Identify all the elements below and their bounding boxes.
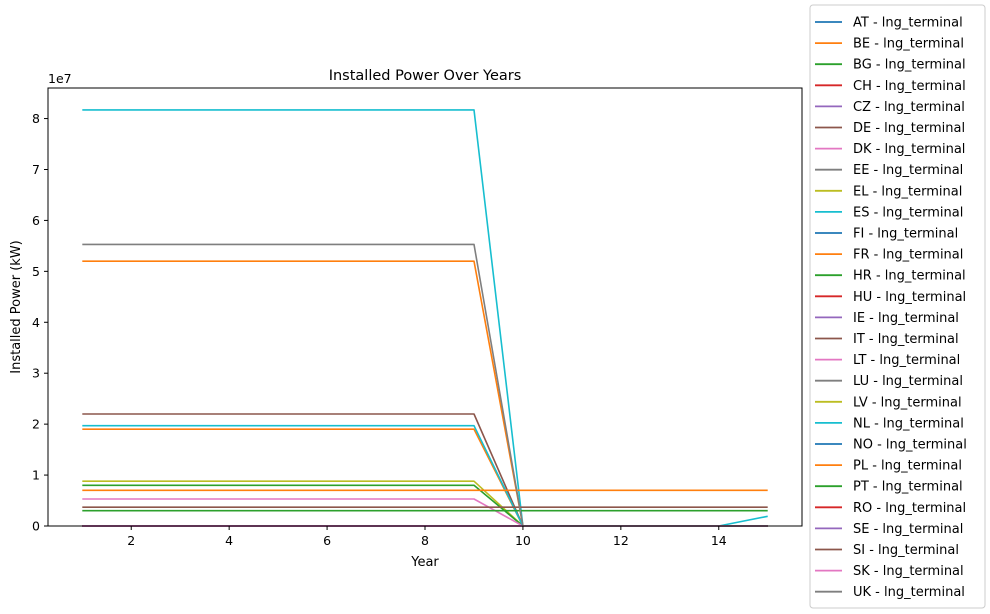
series-line-12 xyxy=(82,484,768,527)
series-line-9 xyxy=(82,109,768,527)
legend-label-22: PT - lng_terminal xyxy=(853,480,963,495)
legend-label-17: LU - lng_terminal xyxy=(853,374,963,389)
series-line-8 xyxy=(82,480,768,527)
y-tick-label-3: 3 xyxy=(32,366,40,381)
plot-frame xyxy=(47,87,803,527)
legend-label-23: RO - lng_terminal xyxy=(853,501,966,516)
legend-box xyxy=(809,4,986,609)
legend-label-15: IT - lng_terminal xyxy=(853,332,959,347)
plot-lines xyxy=(82,109,768,527)
legend-label-5: DE - lng_terminal xyxy=(853,121,965,136)
legend-label-1: BE - lng_terminal xyxy=(853,37,964,52)
legend-label-26: SK - lng_terminal xyxy=(853,564,964,579)
legend-label-18: LV - lng_terminal xyxy=(853,395,962,410)
legend-label-19: NL - lng_terminal xyxy=(853,416,964,431)
y-axis: 0 1 2 3 4 5 6 7 8 xyxy=(32,111,48,534)
legend-label-9: ES - lng_terminal xyxy=(853,205,963,220)
y-tick-label-2: 2 xyxy=(32,417,40,432)
legend-label-8: EL - lng_terminal xyxy=(853,184,962,199)
y-tick-label-6: 6 xyxy=(32,213,40,228)
x-tick-label-1: 4 xyxy=(225,533,233,548)
x-tick-label-0: 2 xyxy=(127,533,135,548)
chart-title: Installed Power Over Years xyxy=(329,68,522,84)
x-tick-label-2: 6 xyxy=(323,533,331,548)
legend-label-2: BG - lng_terminal xyxy=(853,58,966,73)
legend-label-21: PL - lng_terminal xyxy=(853,459,962,474)
legend-label-16: LT - lng_terminal xyxy=(853,353,960,368)
series-line-11 xyxy=(82,260,768,527)
x-axis: 2 4 6 8 10 12 14 xyxy=(127,526,727,548)
legend-label-10: FI - lng_terminal xyxy=(853,227,958,242)
x-axis-label: Year xyxy=(410,555,439,570)
series-line-27 xyxy=(82,243,768,527)
series-line-15 xyxy=(82,413,768,527)
y-tick-label-8: 8 xyxy=(32,111,40,126)
y-tick-label-4: 4 xyxy=(32,315,40,330)
y-tick-label-7: 7 xyxy=(32,162,40,177)
y-tick-label-1: 1 xyxy=(32,468,40,483)
legend-label-3: CH - lng_terminal xyxy=(853,79,966,94)
x-tick-label-6: 14 xyxy=(711,533,727,548)
y-tick-label-0: 0 xyxy=(32,519,40,534)
legend: AT - lng_terminal BE - lng_terminal BG - l… xyxy=(809,4,986,609)
x-tick-label-3: 8 xyxy=(421,533,429,548)
series-line-16 xyxy=(82,498,768,527)
x-tick-label-5: 12 xyxy=(613,533,629,548)
legend-label-25: SI - lng_terminal xyxy=(853,543,959,558)
legend-label-11: FR - lng_terminal xyxy=(853,248,963,263)
legend-label-7: EE - lng_terminal xyxy=(853,163,963,178)
legend-label-27: UK - lng_terminal xyxy=(853,585,965,600)
x-tick-label-4: 10 xyxy=(515,533,531,548)
legend-label-20: NO - lng_terminal xyxy=(853,438,967,453)
legend-label-24: SE - lng_terminal xyxy=(853,522,963,537)
legend-label-14: IE - lng_terminal xyxy=(853,311,959,326)
y-tick-label-5: 5 xyxy=(32,264,40,279)
legend-label-0: AT - lng_terminal xyxy=(853,16,963,31)
legend-label-13: HU - lng_terminal xyxy=(853,290,966,305)
y-axis-label: Installed Power (kW) xyxy=(9,240,24,373)
y-axis-offset-text: 1e7 xyxy=(48,71,72,86)
legend-label-4: CZ - lng_terminal xyxy=(853,100,965,115)
legend-label-6: DK - lng_terminal xyxy=(853,142,965,157)
legend-label-12: HR - lng_terminal xyxy=(853,269,966,284)
